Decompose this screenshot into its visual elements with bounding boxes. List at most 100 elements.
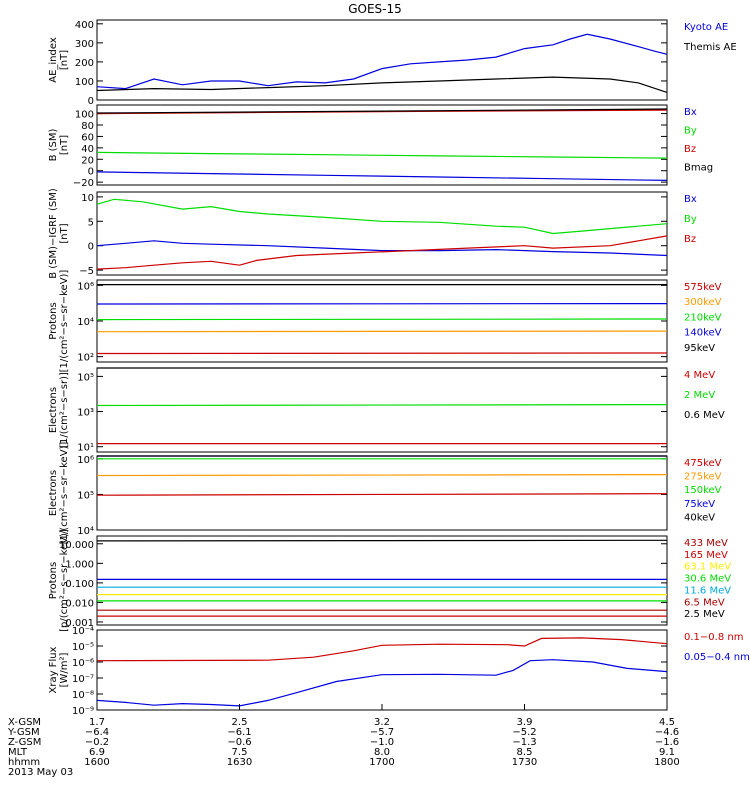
legend-label-bz: Bz (684, 234, 696, 245)
panel-2-ytick-label: 80 (81, 121, 94, 132)
series-line-2-mev (97, 405, 667, 406)
x-tick-label-hhmm: 1630 (227, 757, 252, 768)
legend-label-2-5-mev: 2.5 MeV (684, 609, 725, 620)
panel-5-ytick-label: 10¹ (77, 443, 94, 454)
panel-7-ylabel: [p/(cm²−s−sr−keV)] (59, 529, 70, 632)
panel-4-ytick-label: 10² (77, 353, 94, 364)
legend-label-275kev: 275keV (684, 472, 722, 483)
panel-3-ytick-label: 0 (88, 242, 94, 253)
panel-1-ylabel: AE_index (48, 37, 59, 83)
legend-label-140kev: 140keV (684, 328, 722, 339)
legend-label-by: By (684, 214, 697, 225)
legend-label-4-mev: 4 MeV (684, 370, 715, 381)
legend-label-kyoto-ae: Kyoto AE (684, 22, 728, 33)
panel-5-ylabel: Electrons (48, 387, 59, 433)
legend-label-433-mev: 433 MeV (684, 538, 728, 549)
legend-label-0-05-0-4-nm: 0.05−0.4 nm (684, 652, 750, 663)
legend-label-30-6-mev: 30.6 MeV (684, 574, 731, 585)
legend-label-95kev: 95keV (684, 343, 715, 354)
panel-5-frame (97, 368, 667, 452)
panel-6-ytick-label: 10⁵ (77, 490, 94, 501)
panel-4-ylabel: Protons (48, 302, 59, 339)
panel-2-ytick-label: 0 (88, 167, 94, 178)
panel-6-ylabel: [1/(cm²−s−sr−keV)] (59, 442, 70, 545)
panel-4-frame (97, 280, 667, 362)
legend-label-2-mev: 2 MeV (684, 390, 715, 401)
legend-label-210kev: 210keV (684, 312, 722, 323)
series-line-by (97, 152, 667, 158)
panel-8-ylabel: [W/m²] (59, 652, 70, 687)
legend-label-by: By (684, 126, 697, 137)
panel-2-ylabel: [nT] (59, 135, 70, 155)
legend-label-150kev: 150keV (684, 485, 722, 496)
legend-label-0-1-0-8-nm: 0.1−0.8 nm (684, 632, 743, 643)
legend-label-11-6-mev: 11.6 MeV (684, 585, 731, 596)
panel-6-ytick-label: 10⁶ (77, 455, 94, 466)
legend-label-575kev: 575keV (684, 282, 722, 293)
series-line-0-1-0-8-nm (97, 638, 667, 661)
series-line-0-05-0-4-nm (97, 660, 667, 706)
panel-5-ytick-label: 10⁵ (77, 372, 94, 383)
panel-3-ytick-label: 5 (88, 217, 94, 228)
panel-3-ylabel: [nT] (59, 223, 70, 243)
legend-label-bmag: Bmag (684, 163, 713, 174)
plot-title: GOES-15 (348, 2, 402, 16)
series-line-bx (97, 241, 667, 256)
panel-2-ylabel: B (SM) (48, 128, 59, 161)
panel-1-ytick-label: 400 (75, 20, 94, 31)
legend-label-bx: Bx (684, 194, 697, 205)
panel-2-ytick-label: −20 (73, 178, 94, 189)
series-line-275kev (97, 475, 667, 476)
panel-8-frame (97, 630, 667, 710)
legend-label-63-1-mev: 63.1 MeV (684, 562, 731, 573)
panel-6-ytick-label: 10⁴ (77, 526, 94, 537)
legend-label-themis-ae: Themis AE (683, 42, 737, 53)
panel-1-ytick-label: 300 (75, 39, 94, 50)
panel-6-frame (97, 456, 667, 530)
panel-7-ylabel: Protons (48, 562, 59, 599)
legend-label-75kev: 75keV (684, 499, 715, 510)
panel-1-ytick-label: 0 (88, 96, 94, 107)
series-line-by (97, 199, 667, 233)
panel-8-ytick-label: 10⁻⁴ (72, 626, 94, 637)
legend-label-6-5-mev: 6.5 MeV (684, 597, 725, 608)
panel-8-ytick-label: 10⁻⁹ (72, 706, 94, 717)
legend-label-475kev: 475keV (684, 458, 722, 469)
series-line-kyoto-ae (97, 34, 667, 88)
series-line-95kev (97, 353, 667, 354)
series-line-433-mev (97, 540, 667, 541)
panel-1-ytick-label: 100 (75, 77, 94, 88)
panel-8-ylabel: Xray Flux (48, 646, 59, 693)
legend-label-0-6-mev: 0.6 MeV (684, 410, 725, 421)
panel-5-ytick-label: 10³ (77, 408, 94, 419)
panel-8-ytick-label: 10⁻⁸ (72, 690, 94, 701)
panel-2-ytick-label: 100 (75, 110, 94, 121)
x-tick-label-hhmm: 1730 (512, 757, 537, 768)
series-line-475kev (97, 494, 667, 496)
legend-label-bx: Bx (684, 107, 697, 118)
panel-3-ylabel: B (SM)−IGRF (SM) (48, 188, 59, 279)
panel-1-ytick-label: 200 (75, 58, 94, 69)
panel-2-ytick-label: 20 (81, 155, 94, 166)
panel-8-ytick-label: 10⁻⁵ (72, 642, 94, 653)
panel-5-ylabel: [1/(cm²−s−sr)] (59, 372, 70, 448)
legend-label-165-mev: 165 MeV (684, 550, 728, 561)
panel-6-ylabel: Electrons (48, 470, 59, 516)
panel-1-frame (97, 20, 667, 100)
panel-4-ytick-label: 10⁴ (77, 317, 94, 328)
panel-7-frame (97, 536, 667, 625)
legend-label-bz: Bz (684, 144, 696, 155)
x-tick-label-hhmm: 1800 (654, 757, 679, 768)
panel-2-ytick-label: 40 (81, 144, 94, 155)
series-line-210kev (97, 319, 667, 320)
panel-8-ytick-label: 10⁻⁷ (72, 674, 94, 685)
panel-1-ylabel: [nT] (59, 50, 70, 70)
legend-label-40kev: 40keV (684, 512, 715, 523)
panel-3-ytick-label: 10 (81, 193, 94, 204)
panel-8-ytick-label: 10⁻⁶ (72, 658, 94, 669)
panel-2-ytick-label: 60 (81, 132, 94, 143)
panel-4-ylabel: [1/(cm²−s−sr−keV)] (59, 270, 70, 373)
panel-3-ytick-label: −5 (79, 266, 94, 277)
